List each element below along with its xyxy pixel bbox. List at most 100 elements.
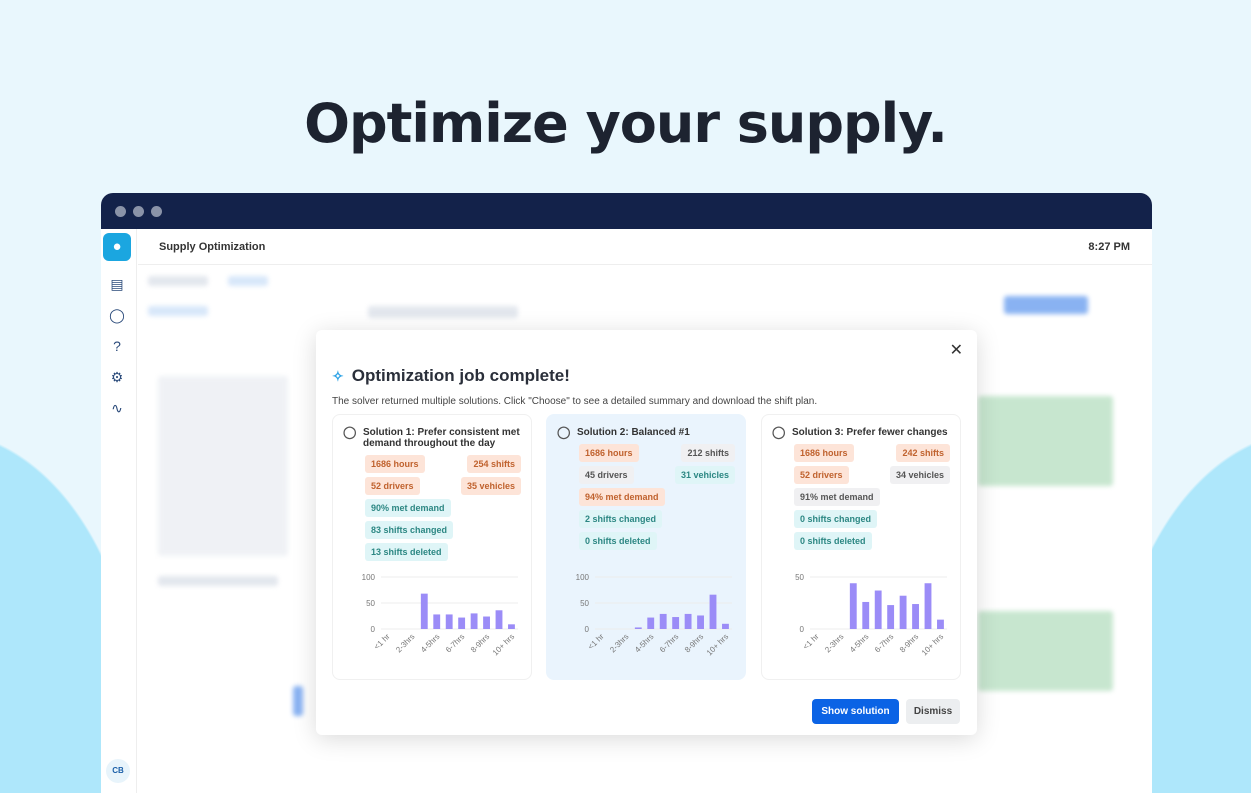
badge-row: 52 drivers 35 vehicles [365, 477, 521, 495]
bar-6-7hrs [458, 617, 466, 629]
badge-row: 52 drivers 34 vehicles [794, 466, 950, 484]
bar-8-9hrs [483, 616, 490, 629]
bar-9-10hrs [924, 583, 932, 629]
bar-5-6hrs [659, 613, 667, 629]
bar-4-5hrs [862, 601, 870, 629]
badge-row: 13 shifts deleted [365, 543, 521, 561]
badge-row: 0 shifts deleted [794, 532, 950, 550]
window-minimize-dot[interactable] [133, 206, 144, 217]
metric-badge: 254 shifts [467, 455, 521, 473]
lightbulb-icon: ◯ [772, 425, 786, 439]
close-icon[interactable]: ✕ [949, 342, 963, 359]
solution-title: ◯ Solution 3: Prefer fewer changes [772, 425, 950, 439]
bar-9-10hrs [709, 594, 717, 629]
y-tick-label: 50 [366, 599, 375, 608]
metric-badge: 0 shifts deleted [794, 532, 872, 550]
sidebar: ● ▤ ◯ ? ⚙ ∿ CB [101, 229, 137, 793]
bar-5-6hrs [445, 614, 453, 629]
x-tick-label: 6-7hrs [444, 632, 466, 654]
solution-title-text: Solution 2: Balanced #1 [577, 427, 690, 438]
badge-row: 2 shifts changed [579, 510, 735, 528]
page-title: Supply Optimization [159, 241, 266, 253]
bar-7-8hrs [684, 613, 692, 629]
solution-card-1[interactable]: ◯ Solution 1: Prefer consistent met deman… [332, 414, 532, 680]
bar-3-4hrs [420, 593, 428, 629]
dismiss-button[interactable]: Dismiss [906, 699, 960, 724]
metric-badge: 0 shifts deleted [579, 532, 657, 550]
x-tick-label: 2-3hrs [608, 632, 630, 654]
metric-badge: 0 shifts changed [794, 510, 878, 528]
x-tick-label: 4-5hrs [419, 632, 441, 654]
metric-badge: 34 vehicles [889, 466, 950, 484]
x-tick-label: 4-5hrs [848, 632, 870, 654]
show-solution-button[interactable]: Show solution [812, 699, 899, 724]
metric-badge: 35 vehicles [460, 477, 521, 495]
window-maximize-dot[interactable] [151, 206, 162, 217]
bar-6-7hrs [887, 605, 895, 629]
window-close-dot[interactable] [115, 206, 126, 217]
bar-8-9hrs [697, 615, 704, 629]
y-tick-label: 0 [585, 625, 590, 634]
shift-length-chart: 0 50 100 <1 hr 2-3hrs 4-5hrs 6-7hrs 8-9hrs 10+ h… [576, 573, 732, 657]
metric-badge: 45 drivers [579, 466, 634, 484]
bar-7-8hrs [470, 613, 478, 629]
lightbulb-icon: ◯ [557, 425, 571, 439]
badge-row: 1686 hours 212 shifts [579, 444, 735, 462]
bar-3-4hrs [849, 583, 857, 629]
metric-badge: 52 drivers [365, 477, 420, 495]
bar-9-10hrs [495, 610, 503, 629]
help-icon[interactable]: ? [113, 338, 121, 354]
badge-row: 1686 hours 254 shifts [365, 455, 521, 473]
refresh-icon[interactable]: ◯ [109, 307, 125, 323]
y-tick-label: 50 [580, 599, 589, 608]
bar-6-7hrs [672, 617, 680, 629]
metric-badge: 94% met demand [579, 488, 665, 506]
solution-title-text: Solution 3: Prefer fewer changes [792, 427, 948, 438]
shift-length-chart: 0 50 <1 hr 2-3hrs 4-5hrs 6-7hrs 8-9hrs 10+ hrs [795, 573, 947, 657]
metric-badge: 13 shifts deleted [365, 543, 448, 561]
badge-row: 83 shifts changed [365, 521, 521, 539]
optimization-complete-modal: ✕ ✧ Optimization job complete! The solve… [316, 330, 977, 735]
metric-badge: 2 shifts changed [579, 510, 663, 528]
bar-7-8hrs [899, 595, 907, 629]
bar-10+ hrs [508, 624, 515, 629]
x-tick-label: 4-5hrs [633, 632, 655, 654]
modal-title: ✧ Optimization job complete! [332, 366, 570, 386]
bar-4-5hrs [433, 614, 441, 629]
settings-icon[interactable]: ⚙ [110, 369, 124, 385]
badge-row: 1686 hours 242 shifts [794, 444, 950, 462]
metric-badge: 31 vehicles [674, 466, 735, 484]
logo-pin-icon[interactable]: ● [103, 233, 131, 261]
x-tick-label: 6-7hrs [873, 632, 895, 654]
metric-badge: 52 drivers [794, 466, 849, 484]
metric-badge: 83 shifts changed [365, 521, 454, 539]
y-tick-label: 50 [795, 573, 804, 582]
solution-title: ◯ Solution 2: Balanced #1 [557, 425, 735, 439]
bar-10+ hrs [937, 619, 944, 629]
x-tick-label: 10+ hrs [491, 632, 516, 657]
background-dashboard [138, 266, 1152, 793]
solution-card-2[interactable]: ◯ Solution 2: Balanced #1 1686 hours 212 sh… [546, 414, 746, 680]
metric-badge: 1686 hours [794, 444, 854, 462]
modal-description: The solver returned multiple solutions. … [332, 396, 818, 407]
metric-badge: 1686 hours [365, 455, 425, 473]
metric-badge: 1686 hours [579, 444, 639, 462]
headline: Optimize your supply. [304, 92, 948, 155]
shift-length-chart: 0 50 100 <1 hr 2-3hrs 4-5hrs 6-7hrs 8-9hrs 10+ h… [362, 573, 518, 657]
metric-badge: 242 shifts [896, 444, 950, 462]
badge-row: 0 shifts deleted [579, 532, 735, 550]
x-tick-label: 6-7hrs [658, 632, 680, 654]
avatar[interactable]: CB [106, 759, 130, 783]
badge-row: 91% met demand [794, 488, 950, 506]
bar-4-5hrs [647, 617, 655, 629]
y-tick-label: 100 [576, 573, 590, 582]
metric-badge: 212 shifts [681, 444, 735, 462]
map-icon[interactable]: ▤ [110, 276, 124, 292]
route-icon[interactable]: ∿ [111, 400, 123, 416]
x-tick-label: 8-9hrs [683, 632, 705, 654]
x-tick-label: 8-9hrs [469, 632, 491, 654]
x-tick-label: 10+ hrs [705, 632, 730, 657]
modal-title-text: Optimization job complete! [351, 366, 570, 385]
solution-card-3[interactable]: ◯ Solution 3: Prefer fewer changes 1686 ho… [761, 414, 961, 680]
y-tick-label: 0 [371, 625, 376, 634]
